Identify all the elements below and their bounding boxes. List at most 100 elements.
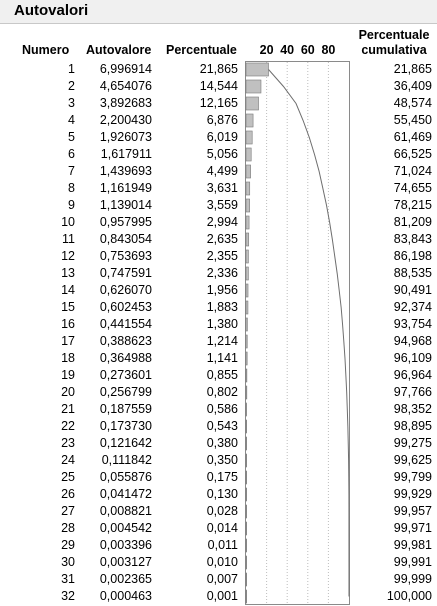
cell-numero: 28 (61, 521, 75, 535)
percent-bar (245, 572, 247, 587)
cell-percentuale: 0,010 (206, 555, 238, 569)
cell-percentuale: 2,635 (206, 232, 238, 246)
percent-bar (245, 368, 248, 383)
cell-cumulativa: 99,999 (393, 572, 432, 586)
cell-numero: 20 (61, 385, 75, 399)
plot-frame (245, 61, 350, 605)
cell-percentuale: 0,586 (206, 402, 238, 416)
cell-percentuale: 4,499 (206, 164, 238, 178)
cell-percentuale: 6,876 (206, 113, 238, 127)
cell-numero: 31 (61, 572, 75, 586)
percent-bar (245, 521, 247, 536)
cell-numero: 22 (61, 419, 75, 433)
cell-cumulativa: 99,991 (393, 555, 432, 569)
cell-cumulativa: 74,655 (393, 181, 432, 195)
axis-tick-label: 20 (259, 43, 274, 57)
cell-autovalore: 0,004542 (99, 521, 152, 535)
cell-autovalore: 0,957995 (99, 215, 152, 229)
cell-autovalore: 1,926073 (99, 130, 152, 144)
cell-cumulativa: 36,409 (393, 79, 432, 93)
panel-title: Autovalori (14, 2, 89, 19)
cell-numero: 16 (61, 317, 75, 331)
cell-autovalore: 0,000463 (99, 589, 152, 603)
cell-autovalore: 0,003396 (99, 538, 152, 552)
cell-percentuale: 2,336 (206, 266, 238, 280)
cell-cumulativa: 94,968 (393, 334, 432, 348)
cell-autovalore: 0,626070 (99, 283, 152, 297)
percent-bar (245, 113, 254, 128)
percent-bar (245, 402, 247, 417)
percent-bar (245, 215, 250, 230)
cell-cumulativa: 99,981 (393, 538, 432, 552)
cell-cumulativa: 92,374 (393, 300, 432, 314)
cell-numero: 25 (61, 470, 75, 484)
percent-bar (245, 589, 247, 604)
cell-numero: 6 (68, 147, 75, 161)
cell-numero: 11 (62, 232, 75, 246)
cell-cumulativa: 93,754 (393, 317, 432, 331)
cell-autovalore: 0,173730 (99, 419, 152, 433)
cell-percentuale: 0,380 (206, 436, 238, 450)
cell-numero: 7 (68, 164, 75, 178)
cell-cumulativa: 98,895 (393, 419, 432, 433)
cell-cumulativa: 83,843 (393, 232, 432, 246)
cell-cumulativa: 96,964 (393, 368, 432, 382)
cell-percentuale: 14,544 (199, 79, 238, 93)
cell-percentuale: 2,355 (206, 249, 238, 263)
percent-bar (245, 147, 252, 162)
cell-autovalore: 0,364988 (99, 351, 152, 365)
cell-autovalore: 1,139014 (99, 198, 152, 212)
cell-percentuale: 1,380 (206, 317, 238, 331)
percent-bar (245, 385, 248, 400)
percent-bar (245, 419, 247, 434)
cell-autovalore: 0,003127 (99, 555, 152, 569)
cell-percentuale: 0,011 (207, 538, 238, 552)
header-cumulativa-line2: cumulativa (361, 43, 427, 57)
cell-percentuale: 1,214 (206, 334, 238, 348)
panel-header[interactable]: Autovalori (0, 0, 437, 24)
cell-autovalore: 0,111842 (101, 453, 152, 467)
cell-autovalore: 0,747591 (99, 266, 152, 280)
cell-numero: 12 (61, 249, 75, 263)
percent-bar (245, 181, 251, 196)
cell-cumulativa: 78,215 (393, 198, 432, 212)
cell-percentuale: 0,802 (206, 385, 238, 399)
cell-autovalore: 0,041472 (99, 487, 152, 501)
cell-autovalore: 1,439693 (99, 164, 152, 178)
percent-bar (245, 453, 247, 468)
axis-tick-label: 40 (280, 43, 295, 57)
cell-autovalore: 0,753693 (99, 249, 152, 263)
cell-cumulativa: 99,971 (393, 521, 432, 535)
cell-percentuale: 1,141 (206, 351, 238, 365)
cell-percentuale: 0,014 (206, 521, 238, 535)
cell-numero: 26 (61, 487, 75, 501)
header-percentuale: Percentuale (166, 43, 237, 57)
percent-bar (245, 334, 248, 349)
percent-bar (245, 487, 247, 502)
cell-percentuale: 0,855 (206, 368, 238, 382)
cell-cumulativa: 99,275 (393, 436, 432, 450)
cell-percentuale: 0,007 (206, 572, 238, 586)
header-autovalore: Autovalore (86, 43, 152, 57)
cell-cumulativa: 71,024 (393, 164, 432, 178)
header-numero: Numero (22, 43, 70, 57)
percent-bar (245, 249, 249, 264)
cell-numero: 4 (68, 113, 75, 127)
cell-numero: 21 (61, 402, 75, 416)
cell-numero: 1 (68, 62, 75, 76)
cell-autovalore: 3,892683 (99, 96, 152, 110)
cell-percentuale: 6,019 (206, 130, 238, 144)
cell-numero: 23 (61, 436, 75, 450)
cell-cumulativa: 61,469 (393, 130, 432, 144)
axis-tick-label: 80 (321, 43, 336, 57)
percent-bar (245, 283, 249, 298)
percent-bar (245, 232, 250, 247)
cell-percentuale: 0,028 (206, 504, 238, 518)
cell-percentuale: 0,130 (206, 487, 238, 501)
cell-autovalore: 0,121642 (99, 436, 152, 450)
percent-bar (245, 62, 269, 77)
percent-bar (245, 504, 247, 519)
cell-autovalore: 0,843054 (99, 232, 152, 246)
cell-numero: 8 (68, 181, 75, 195)
